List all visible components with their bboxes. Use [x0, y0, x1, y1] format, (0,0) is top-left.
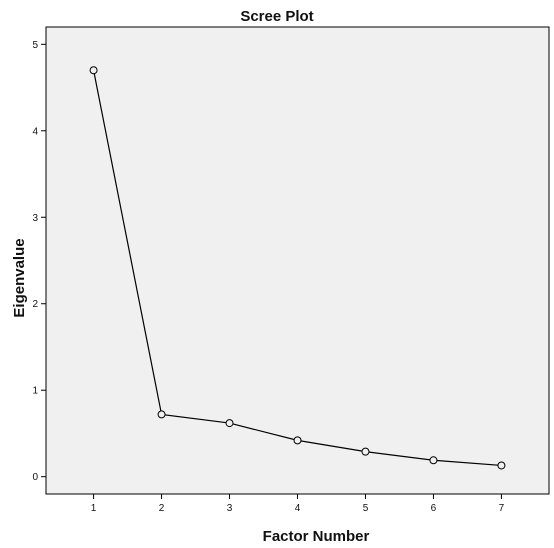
data-points [89, 66, 506, 470]
x-tick-label: 6 [431, 503, 437, 514]
chart-title: Scree Plot [240, 8, 313, 25]
y-axis: 0 1 2 3 4 5 [32, 40, 46, 483]
y-tick-label: 2 [32, 299, 38, 310]
data-point [89, 66, 98, 75]
x-axis: 1 2 3 4 5 6 7 [91, 494, 505, 514]
plot-area [45, 26, 550, 495]
y-tick-label: 0 [32, 472, 38, 483]
y-tick-label: 5 [32, 40, 38, 51]
data-point [157, 410, 166, 419]
x-tick-label: 3 [227, 503, 233, 514]
y-axis-label: Eigenvalue [11, 238, 28, 317]
x-tick-label: 5 [363, 503, 369, 514]
data-point [429, 456, 438, 465]
data-point [225, 419, 234, 428]
x-tick-label: 1 [91, 503, 97, 514]
y-tick-label: 1 [32, 386, 38, 397]
y-tick-label: 3 [32, 213, 38, 224]
y-tick-label: 4 [32, 126, 38, 137]
data-point [361, 447, 370, 456]
x-tick-label: 4 [295, 503, 301, 514]
x-tick-label: 7 [499, 503, 505, 514]
x-tick-label: 2 [159, 503, 165, 514]
data-point [497, 461, 506, 470]
data-point [293, 436, 302, 445]
x-axis-label: Factor Number [263, 528, 370, 545]
